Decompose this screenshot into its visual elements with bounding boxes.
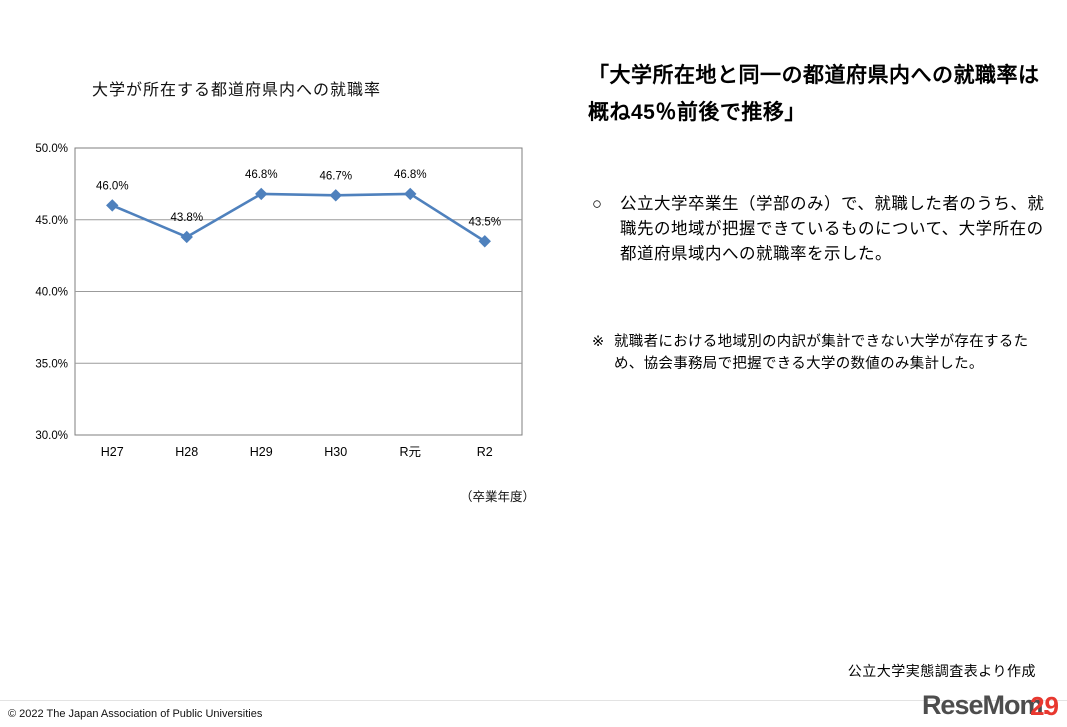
- svg-text:40.0%: 40.0%: [35, 287, 68, 299]
- svg-text:46.7%: 46.7%: [319, 170, 352, 182]
- copyright: © 2022 The Japan Association of Public U…: [8, 708, 263, 720]
- xaxis-unit-label: （卒業年度）: [460, 490, 536, 504]
- svg-text:50.0%: 50.0%: [35, 143, 68, 155]
- svg-text:46.8%: 46.8%: [394, 169, 427, 181]
- svg-text:45.0%: 45.0%: [35, 215, 68, 227]
- source-attribution: 公立大学実態調査表より作成: [847, 663, 1036, 679]
- note-text: 就職者における地域別の内訳が集計できない大学が存在するため、協会事務局で把握でき…: [614, 334, 1029, 373]
- page-number: 29: [1030, 691, 1059, 721]
- svg-text:R2: R2: [477, 445, 493, 459]
- svg-text:H28: H28: [175, 445, 198, 459]
- svg-text:H27: H27: [101, 445, 124, 459]
- svg-text:46.8%: 46.8%: [245, 169, 278, 181]
- bullet-paragraph: ○ 公立大学卒業生（学部のみ）で、就職した者のうち、就職先の地域が把握できている…: [592, 192, 1054, 266]
- reference-mark: ※: [592, 334, 605, 350]
- logo-text: ReseMom: [921, 690, 1044, 720]
- logo-dot: .: [1042, 690, 1049, 720]
- svg-text:H29: H29: [250, 445, 273, 459]
- svg-text:35.0%: 35.0%: [35, 358, 68, 370]
- footer-divider: [0, 700, 1067, 701]
- svg-text:H30: H30: [324, 445, 347, 459]
- svg-text:46.0%: 46.0%: [96, 180, 129, 192]
- svg-text:30.0%: 30.0%: [35, 430, 68, 442]
- note-paragraph: ※ 就職者における地域別の内訳が集計できない大学が存在するため、協会事務局で把握…: [592, 331, 1048, 376]
- resemom-logo: ReseMom.: [921, 690, 1050, 721]
- employment-rate-line-chart: 30.0% 35.0% 40.0% 45.0% 50.0% H27 H28 H29 H30 R元 R…: [35, 143, 523, 459]
- svg-text:R元: R元: [399, 445, 421, 459]
- circle-bullet-marker: ○: [592, 194, 603, 213]
- bullet-text: 公立大学卒業生（学部のみ）で、就職した者のうち、就職先の地域が把握できているもの…: [620, 194, 1045, 263]
- chart-title: 大学が所在する都道府県内への就職率: [92, 82, 382, 99]
- svg-text:43.8%: 43.8%: [170, 212, 203, 224]
- panel-heading: 「大学所在地と同一の都道府県内への就職率は概ね45％前後で推移」: [588, 64, 1040, 124]
- svg-text:43.5%: 43.5%: [468, 216, 501, 228]
